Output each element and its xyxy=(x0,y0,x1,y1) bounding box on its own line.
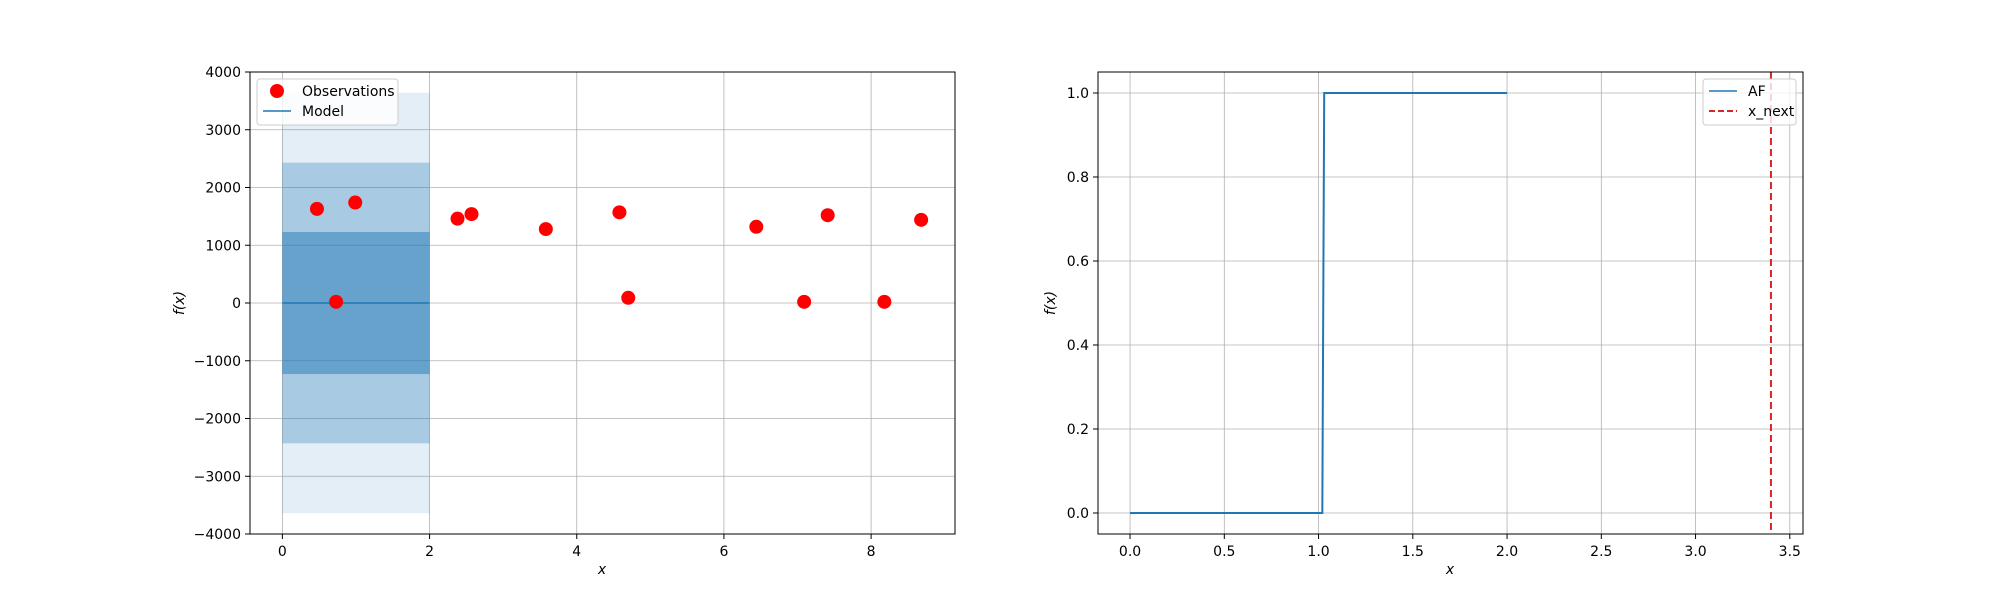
legend-af-label: AF xyxy=(1748,84,1766,100)
right-y-tick-label: 0.0 xyxy=(1067,506,1089,522)
observation-point xyxy=(797,294,812,309)
left-y-tick-label: 2000 xyxy=(205,181,241,197)
right-x-tick-label: 2.0 xyxy=(1496,544,1518,560)
observation-point xyxy=(621,290,636,305)
left-y-tick-label: −2000 xyxy=(194,412,241,428)
left-x-tick-label: 8 xyxy=(867,544,876,560)
right-x-tick-label: 0.5 xyxy=(1213,544,1235,560)
left-legend-box xyxy=(256,78,399,126)
right-plot-area xyxy=(1098,72,1803,534)
right-x-tick-label: 1.0 xyxy=(1307,544,1329,560)
left-y-tick-label: 0 xyxy=(232,296,241,312)
observation-point xyxy=(348,195,363,210)
left-y-tick-label: 1000 xyxy=(205,238,241,254)
left-y-tick-label: 3000 xyxy=(205,123,241,139)
left-y-tick-label: −1000 xyxy=(194,354,241,370)
right-y-tick-label: 0.8 xyxy=(1067,170,1089,186)
legend-observations-marker xyxy=(270,84,284,98)
right-x-tick-label: 0.0 xyxy=(1119,544,1141,560)
left-x-tick-label: 4 xyxy=(572,544,581,560)
af-line xyxy=(1130,92,1508,514)
right-y-tick-label: 0.2 xyxy=(1067,422,1089,438)
left-y-axis-label: f(x) xyxy=(172,291,188,315)
right-x-tick-label: 1.5 xyxy=(1402,544,1424,560)
left-chart: 0 2 4 6 8 −4000 −3000 −2000 −1000 0 1000 2000 3000 40… xyxy=(172,65,956,578)
right-chart: 0.0 0.5 1.0 1.5 2.0 2.5 3.0 3.5 0.0 0.2 0.4 0.6 0.8 1… xyxy=(1043,71,1804,578)
left-y-tick-label: −4000 xyxy=(194,527,241,543)
left-x-tick-label: 2 xyxy=(425,544,434,560)
observation-point xyxy=(749,219,764,234)
right-legend: AF x_next xyxy=(1702,78,1797,126)
left-y-tick-label: −3000 xyxy=(194,469,241,485)
right-y-axis-label: f(x) xyxy=(1043,291,1059,315)
right-x-tick-label: 3.0 xyxy=(1684,544,1706,560)
observation-point xyxy=(820,208,835,223)
legend-x-next-label: x_next xyxy=(1748,104,1795,120)
right-x-axis-label: x xyxy=(1445,562,1455,578)
observation-point xyxy=(538,222,553,237)
right-axes-frame xyxy=(1097,71,1804,535)
left-x-tick-label: 6 xyxy=(719,544,728,560)
left-x-tick-label: 0 xyxy=(278,544,287,560)
left-legend: Observations Model xyxy=(256,78,399,126)
right-y-tick-label: 0.4 xyxy=(1067,338,1089,354)
left-x-axis-label: x xyxy=(597,562,607,578)
legend-model-label: Model xyxy=(302,104,344,120)
observation-point xyxy=(450,211,465,226)
observation-point xyxy=(329,294,344,309)
legend-observations-label: Observations xyxy=(302,84,395,100)
left-plot-area xyxy=(250,71,955,535)
right-y-tick-label: 0.6 xyxy=(1067,254,1089,270)
observation-point xyxy=(464,207,479,222)
right-x-tick-label: 2.5 xyxy=(1590,544,1612,560)
right-x-tick-label: 3.5 xyxy=(1779,544,1801,560)
right-y-tick-label: 1.0 xyxy=(1067,86,1089,102)
right-ticks: 0.0 0.5 1.0 1.5 2.0 2.5 3.0 3.5 0.0 0.2 0.4 0.6 0.8 1… xyxy=(1067,86,1801,560)
observation-point xyxy=(914,212,929,227)
left-ticks: 0 2 4 6 8 −4000 −3000 −2000 −1000 0 1000 2000 3000 40… xyxy=(194,65,876,560)
observation-point xyxy=(309,201,324,216)
observation-point xyxy=(612,205,627,220)
observation-point xyxy=(877,294,892,309)
left-y-tick-label: 4000 xyxy=(205,65,241,81)
